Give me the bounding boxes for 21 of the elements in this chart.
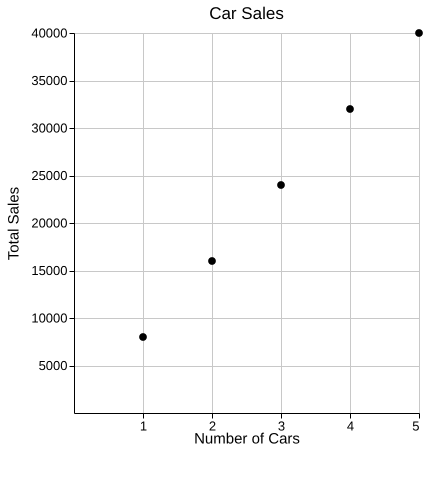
x-tick-label: 3	[278, 418, 286, 434]
y-axis-title: Total Sales	[5, 186, 22, 260]
y-tick-label: 15000	[31, 263, 68, 278]
y-tick-label: 40000	[31, 26, 68, 40]
point	[208, 257, 216, 265]
point	[277, 181, 285, 189]
point	[415, 29, 423, 37]
chart-title: Car Sales	[209, 4, 284, 23]
x-tick-label: 2	[208, 418, 216, 434]
y-tick-label: 30000	[31, 120, 68, 136]
point	[139, 333, 147, 341]
x-tick-label: 1	[140, 418, 148, 434]
y-tick-label: 10000	[31, 310, 68, 326]
x-tick-label: 5	[412, 418, 420, 434]
x-axis-title: Number of Cars	[194, 430, 300, 448]
x-tick-label: 4	[346, 418, 354, 434]
y-tick-label: 5000	[38, 358, 68, 373]
point	[346, 105, 354, 113]
y-tick-label: 20000	[31, 216, 68, 230]
y-tick-label: 35000	[31, 73, 68, 88]
y-tick-label: 25000	[31, 168, 68, 183]
